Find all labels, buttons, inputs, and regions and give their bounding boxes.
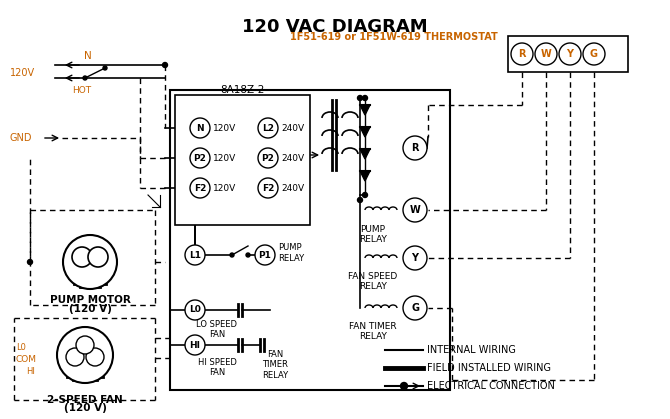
Circle shape (401, 383, 407, 390)
Circle shape (190, 178, 210, 198)
Circle shape (403, 246, 427, 270)
Text: (120 V): (120 V) (64, 403, 107, 413)
Text: 120 VAC DIAGRAM: 120 VAC DIAGRAM (242, 18, 428, 36)
Text: HOT: HOT (72, 86, 91, 95)
Circle shape (86, 348, 104, 366)
Circle shape (57, 327, 113, 383)
Text: 120V: 120V (213, 184, 237, 192)
Text: Y: Y (411, 253, 419, 263)
Text: 1F51-619 or 1F51W-619 THERMOSTAT: 1F51-619 or 1F51W-619 THERMOSTAT (290, 32, 498, 42)
Text: HI SPEED
FAN: HI SPEED FAN (198, 358, 237, 378)
Text: P2: P2 (194, 153, 206, 163)
Text: PUMP
RELAY: PUMP RELAY (278, 243, 304, 263)
Bar (508, 36, 628, 72)
Text: (120 V): (120 V) (68, 304, 111, 314)
Text: FAN SPEED
RELAY: FAN SPEED RELAY (348, 272, 397, 291)
Circle shape (358, 197, 362, 202)
Text: Y: Y (567, 49, 574, 59)
Text: L2: L2 (262, 124, 274, 132)
Text: FAN
TIMER
RELAY: FAN TIMER RELAY (262, 350, 288, 380)
Bar (170, 90, 450, 390)
Circle shape (103, 66, 107, 70)
Polygon shape (360, 149, 370, 159)
Circle shape (258, 178, 278, 198)
Circle shape (230, 253, 234, 257)
Text: L1: L1 (189, 251, 201, 259)
Circle shape (255, 245, 275, 265)
Text: W: W (409, 205, 420, 215)
Text: INTERNAL WIRING: INTERNAL WIRING (427, 345, 516, 355)
Text: 120V: 120V (10, 68, 35, 78)
Text: 8A18Z-2: 8A18Z-2 (220, 85, 265, 95)
Polygon shape (360, 171, 370, 181)
Text: P2: P2 (261, 153, 275, 163)
Text: F2: F2 (194, 184, 206, 192)
Text: HI: HI (190, 341, 200, 349)
Text: PUMP MOTOR: PUMP MOTOR (50, 295, 131, 305)
Circle shape (358, 96, 362, 101)
Circle shape (403, 198, 427, 222)
Text: GND: GND (10, 133, 33, 143)
Circle shape (583, 43, 605, 65)
Text: 120V: 120V (213, 153, 237, 163)
Text: 2-SPEED FAN: 2-SPEED FAN (47, 395, 123, 405)
Circle shape (83, 76, 87, 80)
Text: FIELD INSTALLED WIRING: FIELD INSTALLED WIRING (427, 363, 551, 373)
Circle shape (76, 336, 94, 354)
Text: N: N (84, 51, 92, 61)
Circle shape (535, 43, 557, 65)
Text: 240V: 240V (281, 153, 304, 163)
Text: L0: L0 (16, 342, 26, 352)
Circle shape (63, 235, 117, 289)
Text: HI: HI (26, 367, 35, 375)
Circle shape (72, 247, 92, 267)
Text: FAN TIMER
RELAY: FAN TIMER RELAY (349, 322, 397, 341)
Text: COM: COM (16, 355, 37, 365)
Circle shape (258, 148, 278, 168)
Text: G: G (411, 303, 419, 313)
Text: PUMP
RELAY: PUMP RELAY (359, 225, 387, 244)
Circle shape (403, 296, 427, 320)
Circle shape (190, 148, 210, 168)
Circle shape (258, 118, 278, 138)
Circle shape (362, 192, 368, 197)
Circle shape (66, 348, 84, 366)
Circle shape (163, 62, 168, 67)
Circle shape (185, 335, 205, 355)
Text: R: R (519, 49, 526, 59)
Circle shape (190, 118, 210, 138)
Polygon shape (360, 127, 370, 137)
Text: ELECTRICAL CONNECTION: ELECTRICAL CONNECTION (427, 381, 555, 391)
Circle shape (403, 136, 427, 160)
Circle shape (362, 96, 368, 101)
Polygon shape (360, 105, 370, 115)
Circle shape (559, 43, 581, 65)
Text: R: R (411, 143, 419, 153)
Text: 240V: 240V (281, 124, 304, 132)
Bar (175, 95, 310, 225)
Text: 240V: 240V (281, 184, 304, 192)
Circle shape (185, 245, 205, 265)
Text: P1: P1 (259, 251, 271, 259)
Circle shape (246, 253, 250, 257)
Circle shape (88, 247, 108, 267)
Circle shape (511, 43, 533, 65)
Text: G: G (590, 49, 598, 59)
Text: L0: L0 (189, 305, 201, 315)
Text: N: N (196, 124, 204, 132)
Text: 120V: 120V (213, 124, 237, 132)
Circle shape (27, 259, 33, 264)
Circle shape (185, 300, 205, 320)
Text: W: W (541, 49, 551, 59)
Text: F2: F2 (262, 184, 274, 192)
Text: LO SPEED
FAN: LO SPEED FAN (196, 320, 237, 339)
